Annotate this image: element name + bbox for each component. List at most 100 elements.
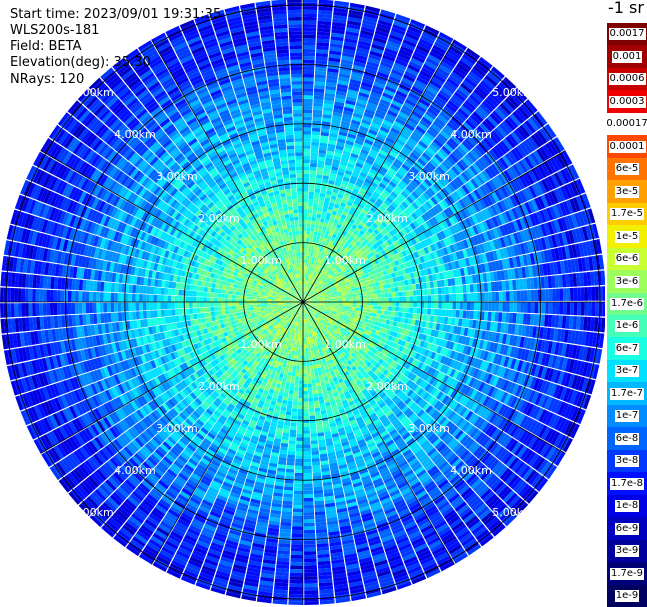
range-gate (313, 272, 316, 276)
range-gate (337, 220, 344, 226)
range-gate (343, 192, 351, 198)
range-gate (311, 141, 320, 146)
range-gate (310, 152, 319, 157)
range-gate (388, 180, 397, 189)
range-gate (340, 202, 347, 208)
range-gate (336, 196, 343, 203)
range-gate (417, 41, 432, 51)
range-gate (316, 38, 330, 44)
range-gate (303, 70, 315, 75)
range-gate (388, 297, 393, 302)
range-gate (377, 232, 384, 239)
range-gate (340, 120, 351, 127)
range-gate (303, 159, 310, 164)
range-gate (311, 375, 316, 380)
range-gate (450, 71, 464, 83)
range-gate (370, 194, 378, 201)
range-gate (332, 111, 343, 118)
range-gate (333, 108, 343, 114)
range-gate (409, 296, 414, 302)
range-gate (473, 283, 478, 293)
range-gate (479, 103, 492, 115)
range-gate (363, 215, 370, 222)
range-gate (424, 88, 437, 99)
range-gate (369, 239, 375, 246)
range-gate (377, 293, 382, 298)
range-gate (379, 314, 384, 319)
range-gate (338, 76, 350, 83)
range-gate (348, 82, 361, 89)
range-gate (314, 286, 319, 290)
range-gate (322, 278, 326, 282)
range-gate (326, 272, 331, 277)
range-gate (327, 243, 332, 248)
range-gate (345, 233, 351, 239)
range-gate (413, 296, 418, 302)
range-gate (598, 302, 603, 317)
range-gate (314, 224, 319, 229)
range-gate (497, 105, 509, 118)
range-gate (399, 132, 410, 141)
range-gate (311, 457, 320, 463)
range-gate (566, 302, 571, 315)
range-gate (426, 175, 435, 185)
range-gate (363, 112, 374, 119)
range-gate (436, 151, 447, 161)
range-gate (318, 199, 325, 205)
range-gate (368, 152, 377, 159)
range-gate (483, 282, 489, 292)
range-gate (405, 285, 410, 291)
range-gate (347, 20, 362, 27)
range-gate (477, 83, 491, 95)
range-gate (408, 284, 413, 291)
range-gate (382, 92, 394, 100)
range-gate (303, 187, 309, 192)
range-gate (311, 127, 321, 132)
range-gate (466, 47, 481, 60)
range-gate (343, 173, 352, 179)
range-gate (341, 153, 350, 160)
range-gate (380, 61, 393, 69)
range-gate (309, 290, 313, 295)
range-gate (419, 155, 429, 164)
range-gate (303, 141, 311, 146)
range-gate (370, 47, 384, 55)
range-gate (382, 176, 391, 184)
range-gate (339, 242, 345, 248)
range-gate (435, 38, 450, 49)
range-gate (358, 91, 370, 99)
range-gate (447, 48, 462, 60)
range-gate (347, 238, 353, 244)
range-gate (304, 277, 306, 281)
range-gate (329, 275, 334, 280)
range-gate (355, 162, 364, 169)
range-gate (427, 161, 437, 171)
range-gate (360, 200, 367, 207)
range-gate (319, 276, 324, 280)
range-gate (473, 88, 486, 100)
range-gate (307, 294, 311, 297)
range-gate (398, 111, 410, 120)
range-gate (379, 214, 386, 222)
range-gate (334, 148, 343, 154)
range-gate (318, 149, 327, 155)
range-gate (306, 369, 311, 374)
range-gate (305, 248, 309, 253)
range-gate (327, 60, 340, 66)
range-gate (432, 182, 442, 192)
range-gate (312, 386, 317, 391)
range-gate (311, 287, 315, 291)
range-gate (382, 189, 391, 197)
range-gate (303, 294, 305, 299)
range-gate (310, 231, 314, 236)
range-gate (358, 249, 364, 255)
range-gate (513, 302, 517, 313)
range-gate (573, 302, 578, 316)
range-gate (303, 173, 310, 178)
range-gate (313, 260, 317, 265)
range-gate (363, 298, 368, 302)
range-gate (358, 203, 365, 210)
range-gate (398, 307, 403, 313)
range-gate (379, 64, 392, 73)
range-gate (340, 247, 346, 252)
